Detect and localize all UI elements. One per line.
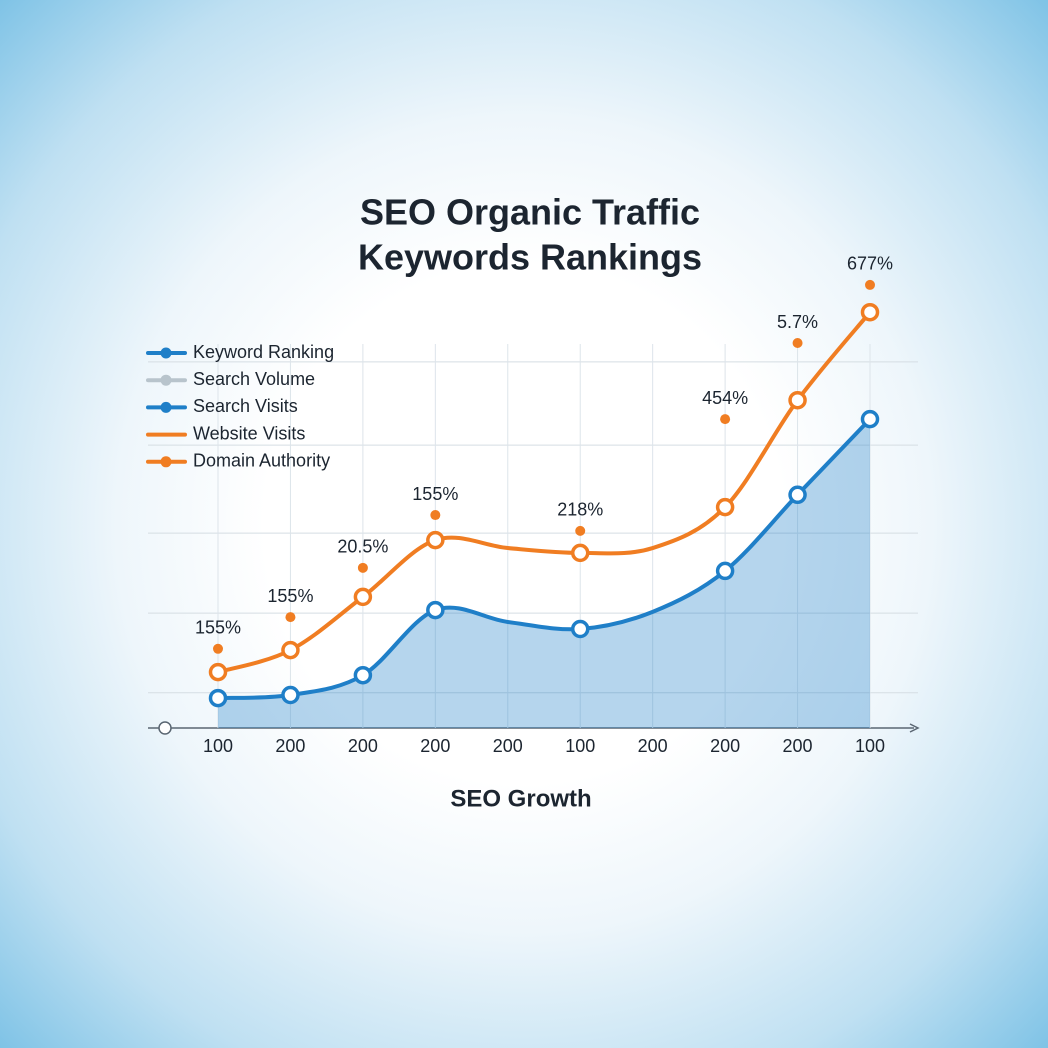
x-tick-label: 100 xyxy=(203,736,233,756)
chart-subtitle: Keywords Rankings xyxy=(358,237,702,278)
x-tick-label: 200 xyxy=(420,736,450,756)
legend-label: Domain Authority xyxy=(193,451,330,471)
x-tick-label: 200 xyxy=(638,736,668,756)
annotation: 155% xyxy=(412,484,458,504)
annotation: 218% xyxy=(557,500,603,520)
series-line xyxy=(216,417,872,701)
point-marker xyxy=(208,688,228,708)
point-dot xyxy=(575,525,586,536)
legend-label: Search Volume xyxy=(193,369,315,389)
point-marker xyxy=(788,390,807,410)
point-marker xyxy=(208,662,228,682)
point-marker xyxy=(860,302,880,322)
x-tick-label: 200 xyxy=(348,736,378,756)
chart-title: SEO Organic Traffic xyxy=(360,192,700,233)
legend-label: Keyword Ranking xyxy=(193,342,334,362)
point-marker xyxy=(426,530,445,550)
legend-marker xyxy=(160,456,172,468)
annotation: 677% xyxy=(847,254,893,274)
point-dot xyxy=(792,338,803,348)
point-marker xyxy=(788,485,807,505)
point-marker xyxy=(715,561,735,581)
x-tick-label: 200 xyxy=(493,736,523,756)
point-marker xyxy=(281,685,300,705)
point-dot xyxy=(865,279,875,290)
axis-origin xyxy=(158,721,172,735)
x-tick-label: 200 xyxy=(783,736,813,756)
annotation: 155% xyxy=(267,586,313,606)
point-marker xyxy=(570,619,590,639)
legend-marker xyxy=(160,401,172,413)
legend-label: Website Visits xyxy=(193,423,305,443)
point-marker xyxy=(353,665,373,685)
annotation: 454% xyxy=(702,388,748,408)
x-tick-label: 100 xyxy=(855,736,885,756)
area xyxy=(218,419,870,728)
x-tick-label: 200 xyxy=(710,736,740,756)
point-marker xyxy=(426,600,445,620)
annotation: 155% xyxy=(195,618,241,638)
point-dot xyxy=(357,562,368,573)
series-line xyxy=(216,310,872,675)
point-marker xyxy=(281,640,300,660)
point-dot xyxy=(213,643,223,654)
point-dot xyxy=(430,510,441,521)
legend-label: Search Visits xyxy=(193,396,298,416)
x-axis-label: SEO Growth xyxy=(450,785,591,812)
x-tick-label: 100 xyxy=(565,736,595,756)
point-marker xyxy=(860,409,880,429)
annotation: 5.7% xyxy=(777,312,818,332)
x-axis-arrow xyxy=(909,723,920,733)
point-dot xyxy=(720,414,731,425)
legend-marker xyxy=(160,347,172,359)
legend-marker xyxy=(160,374,172,386)
point-dot xyxy=(285,612,296,623)
x-tick-label: 200 xyxy=(275,736,305,756)
point-marker xyxy=(715,497,735,517)
point-marker xyxy=(570,543,590,563)
annotation: 20.5% xyxy=(337,537,388,557)
point-marker xyxy=(353,587,373,607)
